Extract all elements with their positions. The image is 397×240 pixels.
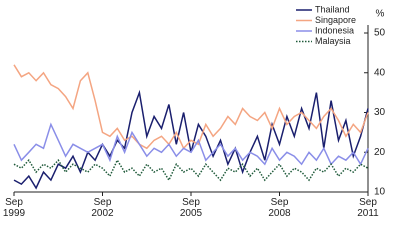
legend-label: Singapore (315, 15, 356, 25)
y-tick-label: 10 (374, 187, 386, 198)
y-tick-label: 30 (374, 107, 386, 118)
y-tick-label: 50 (374, 28, 386, 39)
series-line (13, 64, 369, 150)
y-axis-label: % (376, 9, 385, 20)
x-tick-label: Sep 2011 (357, 197, 379, 219)
series-line (13, 122, 369, 166)
y-tick-label: 40 (374, 67, 386, 78)
series-line (13, 158, 369, 182)
legend-label: Thailand (315, 4, 350, 14)
x-tick-label: Sep 2002 (91, 197, 114, 219)
legend-label: Indonesia (315, 25, 354, 35)
chart: % 10 20 30 40 50 Thailand Singapore Indonesia Ma… (2, 4, 386, 219)
plot: % 10 20 30 40 50 ThailandSingaporeIndonesiaMa… (13, 4, 386, 198)
y-tick-label: 20 (374, 147, 386, 158)
x-tick-label: Sep 1999 (2, 197, 26, 219)
x-tick-label: Sep 2008 (268, 197, 291, 219)
x-tick-label: Sep 2005 (179, 197, 203, 219)
legend-label: Malaysia (315, 36, 351, 46)
